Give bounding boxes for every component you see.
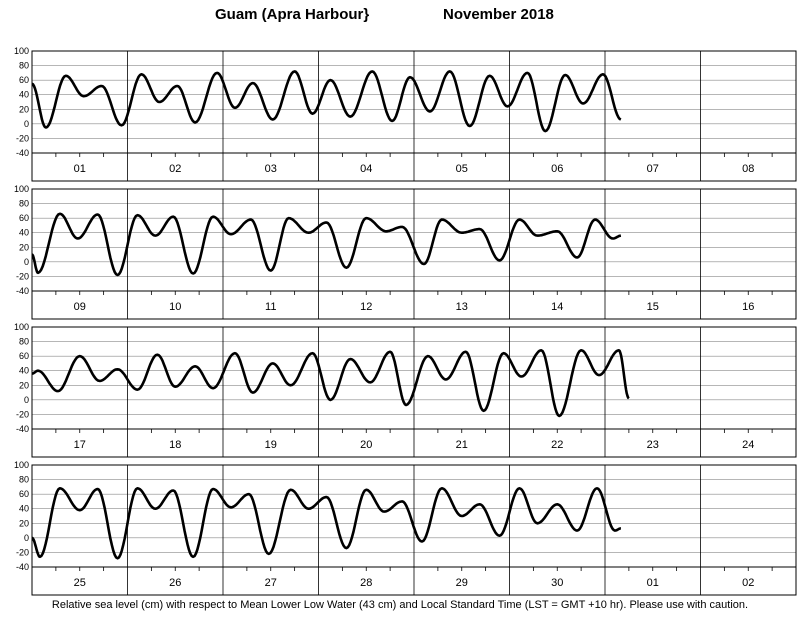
y-tick-label: -20	[16, 547, 29, 557]
panel-4: -40 -20 0 20 40 60 80 100 25 26 27 28 29 30 01 02	[14, 460, 797, 596]
day-axis	[31, 566, 797, 596]
day-label: 15	[647, 301, 659, 313]
footnote: Relative sea level (cm) with respect to …	[51, 599, 749, 611]
day-label: 08	[742, 163, 754, 175]
y-tick-label: 20	[19, 242, 29, 252]
y-tick-label: 40	[19, 504, 29, 514]
day-label: 06	[551, 163, 563, 175]
title-location: Guam (Apra Harbour}	[215, 6, 370, 23]
day-axis	[31, 290, 797, 320]
y-tick-label: 20	[19, 380, 29, 390]
y-tick-label: 20	[19, 518, 29, 528]
day-label: 16	[742, 301, 754, 313]
y-tick-label: 100	[14, 322, 29, 332]
y-tick-label: 80	[19, 337, 29, 347]
day-axis	[31, 152, 797, 182]
day-label: 19	[265, 439, 277, 451]
y-tick-label: 100	[14, 460, 29, 470]
tide-curve	[32, 70, 622, 133]
y-tick-label: 0	[24, 533, 29, 543]
y-tick-label: -40	[16, 148, 29, 158]
day-label: 05	[456, 163, 468, 175]
panel-3: -40 -20 0 20 40 60 80 100 17 18 19 20 21 22 23 24	[14, 322, 797, 458]
day-axis	[31, 428, 797, 458]
y-tick-label: 60	[19, 213, 29, 223]
y-tick-label: -40	[16, 286, 29, 296]
y-tick-label: 80	[19, 475, 29, 485]
tide-curve	[32, 349, 630, 418]
day-label: 09	[74, 301, 86, 313]
day-label: 14	[551, 301, 563, 313]
day-label: 23	[647, 439, 659, 451]
day-label: 29	[456, 577, 468, 589]
y-tick-label: 0	[24, 395, 29, 405]
y-tick-label: 80	[19, 199, 29, 209]
y-tick-label: -20	[16, 271, 29, 281]
day-label: 12	[360, 301, 372, 313]
y-tick-label: 20	[19, 104, 29, 114]
day-label: 01	[74, 163, 86, 175]
day-label: 21	[456, 439, 468, 451]
day-label: 26	[169, 577, 181, 589]
y-tick-label: 40	[19, 90, 29, 100]
y-tick-label: 40	[19, 228, 29, 238]
day-label: 28	[360, 577, 372, 589]
day-label: 13	[456, 301, 468, 313]
panel-1: -40 -20 0 20 40 60 80 100 01 02 03 04 05 06 07 08	[14, 46, 797, 182]
day-label: 04	[360, 163, 372, 175]
panel-2: -40 -20 0 20 40 60 80 100 09 10 11 12 13 14 15 16	[14, 184, 797, 320]
y-tick-label: -40	[16, 424, 29, 434]
day-label: 02	[742, 577, 754, 589]
day-label: 18	[169, 439, 181, 451]
day-label: 25	[74, 577, 86, 589]
day-label: 17	[74, 439, 86, 451]
day-label: 30	[551, 577, 563, 589]
day-label: 24	[742, 439, 754, 451]
day-label: 22	[551, 439, 563, 451]
y-tick-label: 100	[14, 184, 29, 194]
day-label: 01	[647, 577, 659, 589]
day-label: 27	[265, 577, 277, 589]
day-label: 10	[169, 301, 181, 313]
chart-title: Guam (Apra Harbour} November 2018	[0, 6, 800, 26]
y-tick-label: 40	[19, 366, 29, 376]
day-label: 11	[265, 301, 276, 313]
y-tick-label: -20	[16, 133, 29, 143]
y-tick-label: 60	[19, 489, 29, 499]
day-label: 20	[360, 439, 372, 451]
y-tick-label: 80	[19, 61, 29, 71]
y-tick-label: -20	[16, 409, 29, 419]
day-label: 03	[265, 163, 277, 175]
day-label: 07	[647, 163, 659, 175]
y-tick-label: 0	[24, 119, 29, 129]
y-tick-label: 60	[19, 75, 29, 85]
y-tick-label: -40	[16, 562, 29, 572]
tide-curve	[32, 212, 622, 277]
tide-curve	[32, 487, 622, 560]
title-period: November 2018	[443, 6, 554, 23]
y-tick-label: 0	[24, 257, 29, 267]
y-tick-label: 100	[14, 46, 29, 56]
day-label: 02	[169, 163, 181, 175]
y-tick-label: 60	[19, 351, 29, 361]
